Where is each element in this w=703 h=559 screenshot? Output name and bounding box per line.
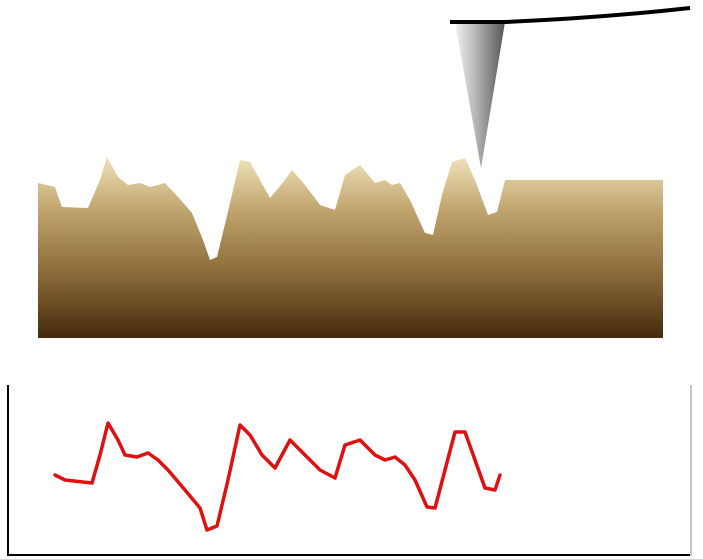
tip xyxy=(455,22,505,168)
afm-diagram xyxy=(0,0,703,559)
cantilever xyxy=(450,8,690,22)
page xyxy=(0,0,703,559)
height-trace xyxy=(55,423,500,530)
sample-surface xyxy=(38,157,663,338)
